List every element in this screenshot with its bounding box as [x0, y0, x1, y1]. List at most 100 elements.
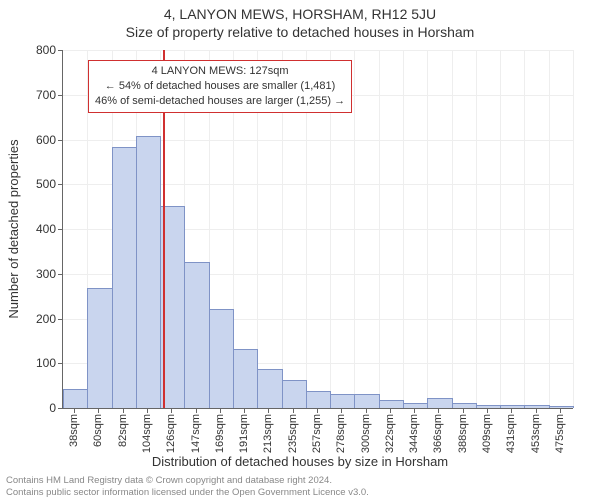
- x-tick-label: 147sqm: [190, 414, 202, 453]
- gridline-v: [403, 50, 404, 408]
- x-tick-label: 475sqm: [554, 414, 566, 453]
- gridline-v: [549, 50, 550, 408]
- y-tick-mark: [58, 184, 63, 185]
- y-tick-mark: [58, 140, 63, 141]
- x-tick-mark: [196, 408, 197, 413]
- histogram-bar: [403, 403, 428, 408]
- x-tick-mark: [293, 408, 294, 413]
- x-tick-mark: [220, 408, 221, 413]
- x-tick-mark: [123, 408, 124, 413]
- callout-box: 4 LANYON MEWS: 127sqm← 54% of detached h…: [88, 60, 352, 113]
- x-tick-label: 300sqm: [360, 414, 372, 453]
- histogram-bar: [452, 403, 477, 408]
- x-tick-label: 366sqm: [432, 414, 444, 453]
- x-tick-label: 344sqm: [408, 414, 420, 453]
- histogram-bar: [306, 391, 331, 408]
- histogram-bar: [549, 406, 574, 408]
- x-tick-label: 257sqm: [311, 414, 323, 453]
- x-tick-mark: [390, 408, 391, 413]
- x-tick-mark: [536, 408, 537, 413]
- x-tick-label: 82sqm: [117, 414, 129, 447]
- gridline-v: [476, 50, 477, 408]
- histogram-bar: [476, 405, 501, 408]
- x-tick-mark: [438, 408, 439, 413]
- y-tick-label: 100: [16, 356, 56, 370]
- histogram-bar: [233, 349, 258, 408]
- callout-line: 4 LANYON MEWS: 127sqm: [95, 64, 345, 79]
- x-axis-label: Distribution of detached houses by size …: [0, 454, 600, 469]
- y-tick-label: 500: [16, 177, 56, 191]
- gridline-v: [427, 50, 428, 408]
- x-tick-mark: [268, 408, 269, 413]
- x-tick-label: 104sqm: [141, 414, 153, 453]
- x-tick-label: 409sqm: [481, 414, 493, 453]
- x-tick-label: 38sqm: [68, 414, 80, 447]
- gridline-v: [379, 50, 380, 408]
- gridline-v: [354, 50, 355, 408]
- gridline-h: [63, 50, 573, 51]
- chart-title: 4, LANYON MEWS, HORSHAM, RH12 5JU: [0, 0, 600, 22]
- histogram-bar: [63, 389, 88, 408]
- x-tick-label: 453sqm: [530, 414, 542, 453]
- histogram-bar: [136, 136, 161, 408]
- x-tick-mark: [147, 408, 148, 413]
- histogram-bar: [209, 309, 234, 408]
- y-tick-mark: [58, 408, 63, 409]
- chart-subtitle: Size of property relative to detached ho…: [0, 22, 600, 40]
- y-tick-mark: [58, 274, 63, 275]
- x-tick-label: 235sqm: [287, 414, 299, 453]
- x-tick-label: 126sqm: [165, 414, 177, 453]
- footer-line-1: Contains HM Land Registry data © Crown c…: [6, 475, 369, 486]
- footer-line-2: Contains public sector information licen…: [6, 487, 369, 498]
- x-tick-label: 431sqm: [505, 414, 517, 453]
- x-tick-mark: [171, 408, 172, 413]
- y-tick-label: 0: [16, 401, 56, 415]
- y-tick-mark: [58, 95, 63, 96]
- x-tick-label: 191sqm: [238, 414, 250, 453]
- y-tick-mark: [58, 229, 63, 230]
- histogram-bar: [257, 369, 282, 408]
- histogram-bar: [354, 394, 379, 408]
- x-tick-mark: [487, 408, 488, 413]
- x-tick-mark: [74, 408, 75, 413]
- x-tick-mark: [511, 408, 512, 413]
- x-tick-mark: [98, 408, 99, 413]
- gridline-v: [452, 50, 453, 408]
- x-tick-label: 322sqm: [384, 414, 396, 453]
- gridline-v: [500, 50, 501, 408]
- histogram-bar: [184, 262, 209, 408]
- footer-attribution: Contains HM Land Registry data © Crown c…: [6, 475, 369, 498]
- histogram-bar: [112, 147, 137, 408]
- x-tick-mark: [560, 408, 561, 413]
- histogram-bar: [524, 405, 549, 408]
- callout-line: ← 54% of detached houses are smaller (1,…: [95, 79, 345, 94]
- histogram-bar: [379, 400, 404, 408]
- x-tick-mark: [244, 408, 245, 413]
- x-tick-mark: [414, 408, 415, 413]
- callout-line: 46% of semi-detached houses are larger (…: [95, 94, 345, 109]
- x-tick-label: 278sqm: [335, 414, 347, 453]
- x-tick-mark: [341, 408, 342, 413]
- x-tick-label: 60sqm: [92, 414, 104, 447]
- histogram-bar: [500, 405, 525, 408]
- y-tick-label: 600: [16, 133, 56, 147]
- y-tick-label: 300: [16, 267, 56, 281]
- x-tick-mark: [366, 408, 367, 413]
- x-tick-mark: [317, 408, 318, 413]
- y-tick-label: 800: [16, 43, 56, 57]
- x-tick-label: 388sqm: [457, 414, 469, 453]
- y-tick-label: 700: [16, 88, 56, 102]
- y-tick-mark: [58, 50, 63, 51]
- y-tick-mark: [58, 363, 63, 364]
- chart-container: 4, LANYON MEWS, HORSHAM, RH12 5JU Size o…: [0, 0, 600, 500]
- gridline-v: [524, 50, 525, 408]
- gridline-v: [573, 50, 574, 408]
- x-tick-label: 213sqm: [262, 414, 274, 453]
- x-tick-label: 169sqm: [214, 414, 226, 453]
- histogram-bar: [330, 394, 355, 408]
- histogram-bar: [87, 288, 112, 408]
- y-tick-label: 400: [16, 222, 56, 236]
- y-tick-mark: [58, 319, 63, 320]
- y-tick-label: 200: [16, 312, 56, 326]
- x-tick-mark: [463, 408, 464, 413]
